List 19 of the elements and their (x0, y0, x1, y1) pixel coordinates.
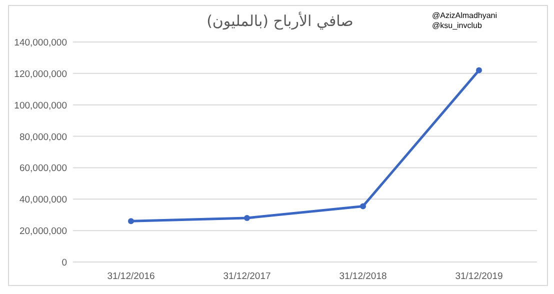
y-tick-label: 60,000,000 (19, 163, 67, 174)
x-tick-label: 31/12/2018 (339, 271, 387, 282)
text: @ksu_invclub (432, 21, 482, 30)
y-tick-label: 0 (62, 258, 67, 268)
point (128, 218, 134, 224)
y-tick-label: 80,000,000 (19, 132, 67, 143)
text: @AzizAlmadhyani (432, 11, 498, 20)
x-tick-label: 31/12/2019 (455, 271, 503, 282)
y-tick-label: 140,000,000 (14, 38, 67, 48)
y-tick-label: 20,000,000 (19, 226, 67, 238)
point (360, 203, 366, 210)
point (244, 215, 250, 221)
y-tick-label: 40,000,000 (19, 194, 67, 206)
point (476, 67, 482, 74)
x-tick-label: 31/12/2017 (223, 271, 271, 282)
x-tick-label: 31/12/2016 (107, 271, 155, 282)
chart-title: صافي الأرباح (بالمليون) (206, 11, 354, 30)
y-tick-label: 100,000,000 (14, 100, 67, 112)
y-tick-label: 120,000,000 (14, 68, 67, 80)
